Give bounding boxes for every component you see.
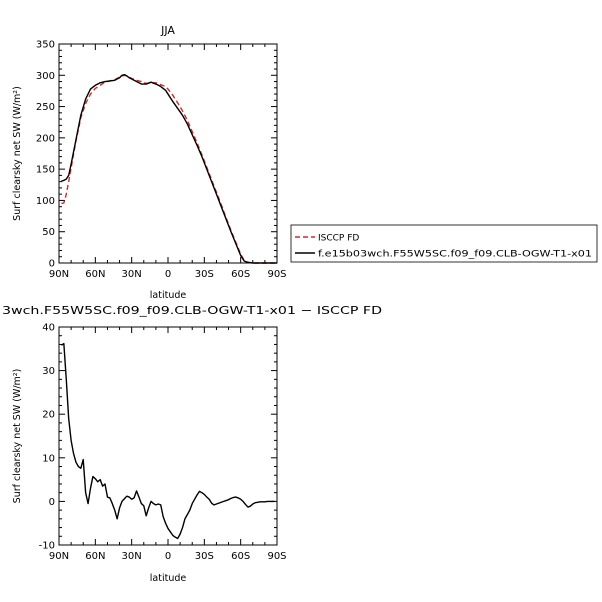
bottom-x-tick-label: 30S [195,551,214,562]
top-x-tick-label: 0 [165,269,171,280]
bottom-y-tick-label: 30 [42,366,55,377]
bottom-y-axis-label: Surf clearsky net SW (W/m²) [12,369,23,504]
top-y-tick-label: 0 [49,259,55,270]
top-x-tick-label: 30N [122,269,142,280]
legend-box [290,224,598,263]
bottom-y-tick-label: 10 [42,453,55,464]
bottom-panel: 3wch.F55W5SC.f09_f09.CLB-OGW-T1-x01 − IS… [2,304,382,584]
bottom-x-tick-label: 60S [231,551,250,562]
top-x-tick-label: 90S [267,269,286,280]
bottom-x-axis-label: latitude [150,573,187,584]
bottom-x-tick-label: 30N [122,551,142,562]
bottom-x-tick-label: 0 [165,551,171,562]
top-y-axis-label: Surf clearsky net SW (W/m²) [12,86,23,221]
legend-label-model: f.e15b03wch.F55W5SC.f09_f09.CLB-OGW-T1-x… [318,250,592,260]
top-x-tick-label: 60N [85,269,105,280]
top-x-tick-label: 30S [195,269,214,280]
bottom-x-tick-label: 90S [267,551,286,562]
top-x-tick-label: 60S [231,269,250,280]
top-plot-frame [58,43,278,264]
top-y-tick-label: 100 [36,196,55,207]
bottom-ticks-layer: 90N 60N 30N 0 30S 60S 90S -10 0 10 20 30 40 [39,323,287,563]
bottom-plot-frame [58,326,278,546]
bottom-series-line-difference [61,342,275,540]
bottom-x-tick-label: 60N [85,551,105,562]
top-series-line-model [61,73,277,264]
top-chart-title: JJA [160,24,175,37]
bottom-chart-title: 3wch.F55W5SC.f09_f09.CLB-OGW-T1-x01 − IS… [2,304,382,317]
bottom-y-tick-label: 0 [49,497,55,508]
top-series-line-isccp [61,74,277,264]
bottom-series-layer [61,342,275,540]
bottom-y-tick-label: 20 [42,410,55,421]
top-y-tick-label: 150 [36,165,55,176]
top-y-tick-label: 350 [36,40,55,51]
bottom-x-tick-label: 90N [49,551,69,562]
top-y-tick-label: 300 [36,71,55,82]
top-series-layer [61,73,277,264]
top-panel: JJA 90N 60N 30N 0 30S 60S 90S 0 50 100 150 200 250 30… [12,24,287,301]
bottom-y-tick-label: 40 [42,323,55,334]
top-y-tick-label: 200 [36,133,55,144]
legend: ISCCP FD f.e15b03wch.F55W5SC.f09_f09.CLB… [290,224,598,263]
bottom-y-tick-label: -10 [39,541,55,552]
legend-label-isccp: ISCCP FD [318,234,359,244]
top-x-tick-label: 90N [49,269,69,280]
top-y-tick-label: 250 [36,102,55,113]
top-ticks-layer: 90N 60N 30N 0 30S 60S 90S 0 50 100 150 200 250 300 350 [36,40,287,281]
top-x-axis-label: latitude [150,290,187,301]
top-y-tick-label: 50 [42,227,55,238]
